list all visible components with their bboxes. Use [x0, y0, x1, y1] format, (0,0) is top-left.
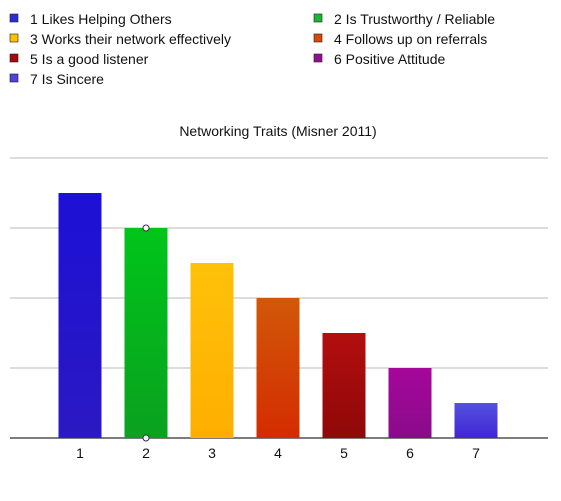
legend-item: 3 Works their network effectively — [9, 31, 231, 47]
legend-item: 6 Positive Attitude — [313, 51, 446, 67]
legend-swatch — [9, 53, 19, 63]
bar-5 — [322, 333, 366, 438]
legend-item: 1 Likes Helping Others — [9, 11, 172, 27]
legend-item: 7 Is Sincere — [9, 71, 104, 87]
bar-2 — [124, 228, 168, 438]
legend-label: 5 Is a good listener — [30, 51, 149, 67]
bar-7 — [454, 403, 498, 438]
legend-label: 7 Is Sincere — [30, 71, 104, 87]
bar-4 — [256, 298, 300, 438]
legend-label: 6 Positive Attitude — [334, 51, 446, 67]
x-tick-label: 1 — [76, 445, 84, 461]
x-tick-label: 6 — [406, 445, 414, 461]
legend-label: 3 Works their network effectively — [30, 31, 231, 47]
x-tick-label: 2 — [142, 445, 150, 461]
x-tick-label: 4 — [274, 445, 282, 461]
bar-3 — [190, 263, 234, 438]
legend-item: 5 Is a good listener — [9, 51, 149, 67]
legend-item: 4 Follows up on referrals — [313, 31, 487, 47]
legend: 1 Likes Helping Others 2 Is Trustworthy /… — [9, 11, 495, 87]
legend-item: 2 Is Trustworthy / Reliable — [313, 11, 495, 27]
legend-label: 2 Is Trustworthy / Reliable — [334, 11, 495, 27]
bar-6 — [388, 368, 432, 438]
bars — [58, 193, 498, 442]
x-tick-label: 3 — [208, 445, 216, 461]
legend-label: 4 Follows up on referrals — [334, 31, 487, 47]
x-axis: 1 2 3 4 5 6 7 — [76, 445, 480, 461]
bar-1 — [58, 193, 102, 438]
chart-title: Networking Traits (Misner 2011) — [179, 123, 376, 139]
legend-swatch — [9, 33, 19, 43]
x-tick-label: 7 — [472, 445, 480, 461]
selection-handle-top[interactable] — [142, 224, 150, 232]
selection-handle-bottom[interactable] — [142, 434, 150, 442]
legend-label: 1 Likes Helping Others — [30, 11, 172, 27]
legend-swatch — [9, 13, 19, 23]
legend-swatch — [313, 33, 323, 43]
legend-swatch — [313, 53, 323, 63]
legend-swatch — [313, 13, 323, 23]
legend-swatch — [9, 73, 19, 83]
x-tick-label: 5 — [340, 445, 348, 461]
